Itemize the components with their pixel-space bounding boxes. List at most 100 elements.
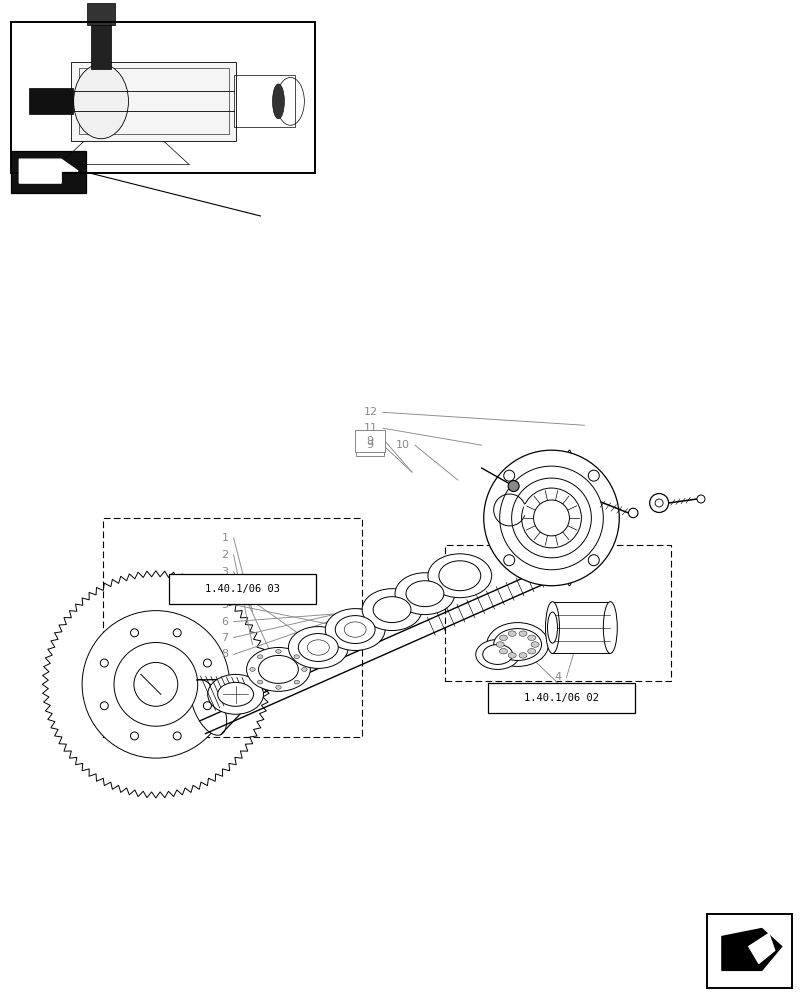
- Ellipse shape: [362, 589, 422, 631]
- Ellipse shape: [530, 642, 539, 647]
- Ellipse shape: [486, 623, 548, 666]
- Circle shape: [588, 555, 599, 566]
- Ellipse shape: [294, 655, 299, 659]
- Circle shape: [82, 611, 230, 758]
- Ellipse shape: [406, 581, 444, 607]
- Bar: [71, 62, 235, 141]
- Circle shape: [134, 662, 178, 706]
- Bar: [11, 151, 86, 193]
- Text: 5: 5: [221, 600, 229, 610]
- Circle shape: [131, 732, 139, 740]
- Bar: [103, 518, 362, 737]
- Circle shape: [511, 478, 590, 558]
- Circle shape: [173, 629, 181, 637]
- Text: 8: 8: [221, 649, 229, 659]
- Ellipse shape: [603, 602, 616, 653]
- Ellipse shape: [272, 84, 284, 119]
- Circle shape: [483, 450, 619, 586]
- Polygon shape: [748, 934, 774, 963]
- Text: 9: 9: [366, 440, 373, 450]
- Ellipse shape: [508, 631, 516, 636]
- Circle shape: [521, 488, 581, 548]
- Text: 9: 9: [371, 440, 378, 450]
- Circle shape: [508, 481, 518, 492]
- Circle shape: [588, 470, 599, 481]
- Ellipse shape: [247, 647, 310, 691]
- Bar: [11, 22, 315, 173]
- Circle shape: [173, 732, 181, 740]
- Ellipse shape: [208, 674, 263, 714]
- Text: 12: 12: [363, 407, 378, 417]
- Bar: [551, 602, 610, 653]
- Text: 3: 3: [554, 686, 560, 696]
- Bar: [706, 914, 791, 988]
- Text: 9: 9: [366, 436, 373, 446]
- Ellipse shape: [527, 635, 535, 641]
- Text: 6: 6: [221, 617, 229, 627]
- Bar: [444, 545, 670, 681]
- Text: 10: 10: [396, 440, 410, 450]
- Text: 3: 3: [221, 567, 229, 577]
- Polygon shape: [19, 159, 78, 183]
- Bar: [91, 22, 111, 69]
- Ellipse shape: [258, 655, 298, 683]
- Polygon shape: [721, 929, 781, 970]
- Ellipse shape: [298, 634, 338, 661]
- Text: 1: 1: [221, 533, 229, 543]
- Ellipse shape: [628, 508, 637, 518]
- Circle shape: [101, 659, 108, 667]
- Ellipse shape: [427, 554, 491, 598]
- Bar: [29, 88, 73, 114]
- Ellipse shape: [563, 450, 575, 586]
- Circle shape: [696, 495, 704, 503]
- Ellipse shape: [344, 622, 366, 637]
- Circle shape: [114, 643, 197, 726]
- Ellipse shape: [74, 64, 128, 139]
- Bar: [356, 434, 384, 456]
- Text: 1.40.1/06 02: 1.40.1/06 02: [523, 693, 599, 703]
- Ellipse shape: [508, 653, 516, 658]
- Ellipse shape: [257, 680, 263, 684]
- Ellipse shape: [496, 642, 504, 647]
- Circle shape: [131, 629, 139, 637]
- Ellipse shape: [493, 629, 541, 660]
- Circle shape: [649, 494, 667, 512]
- Circle shape: [101, 702, 108, 710]
- Circle shape: [204, 659, 211, 667]
- Ellipse shape: [276, 650, 281, 653]
- Text: 13: 13: [214, 583, 229, 593]
- Ellipse shape: [301, 668, 307, 671]
- Ellipse shape: [527, 648, 535, 654]
- Ellipse shape: [518, 631, 526, 636]
- Ellipse shape: [276, 685, 281, 689]
- Ellipse shape: [217, 682, 253, 706]
- Bar: [87, 3, 115, 25]
- Ellipse shape: [439, 561, 480, 591]
- Ellipse shape: [257, 655, 263, 659]
- Ellipse shape: [288, 627, 348, 668]
- Ellipse shape: [499, 648, 507, 654]
- Bar: [79, 68, 229, 134]
- Circle shape: [654, 499, 663, 507]
- Text: 4: 4: [554, 672, 560, 682]
- Circle shape: [503, 555, 514, 566]
- Ellipse shape: [307, 640, 328, 655]
- Ellipse shape: [499, 635, 507, 641]
- Ellipse shape: [335, 616, 375, 644]
- Circle shape: [204, 702, 211, 710]
- Bar: [354, 430, 384, 452]
- Ellipse shape: [475, 640, 519, 669]
- Bar: [487, 683, 634, 713]
- Ellipse shape: [394, 573, 454, 615]
- Ellipse shape: [325, 609, 384, 650]
- Ellipse shape: [547, 612, 557, 643]
- Ellipse shape: [483, 645, 512, 664]
- Bar: [234, 75, 295, 127]
- Ellipse shape: [294, 680, 299, 684]
- Text: 11: 11: [363, 423, 378, 433]
- Text: 2: 2: [221, 550, 229, 560]
- Circle shape: [503, 470, 514, 481]
- Ellipse shape: [518, 653, 526, 658]
- Ellipse shape: [191, 679, 226, 735]
- Text: 7: 7: [221, 633, 229, 643]
